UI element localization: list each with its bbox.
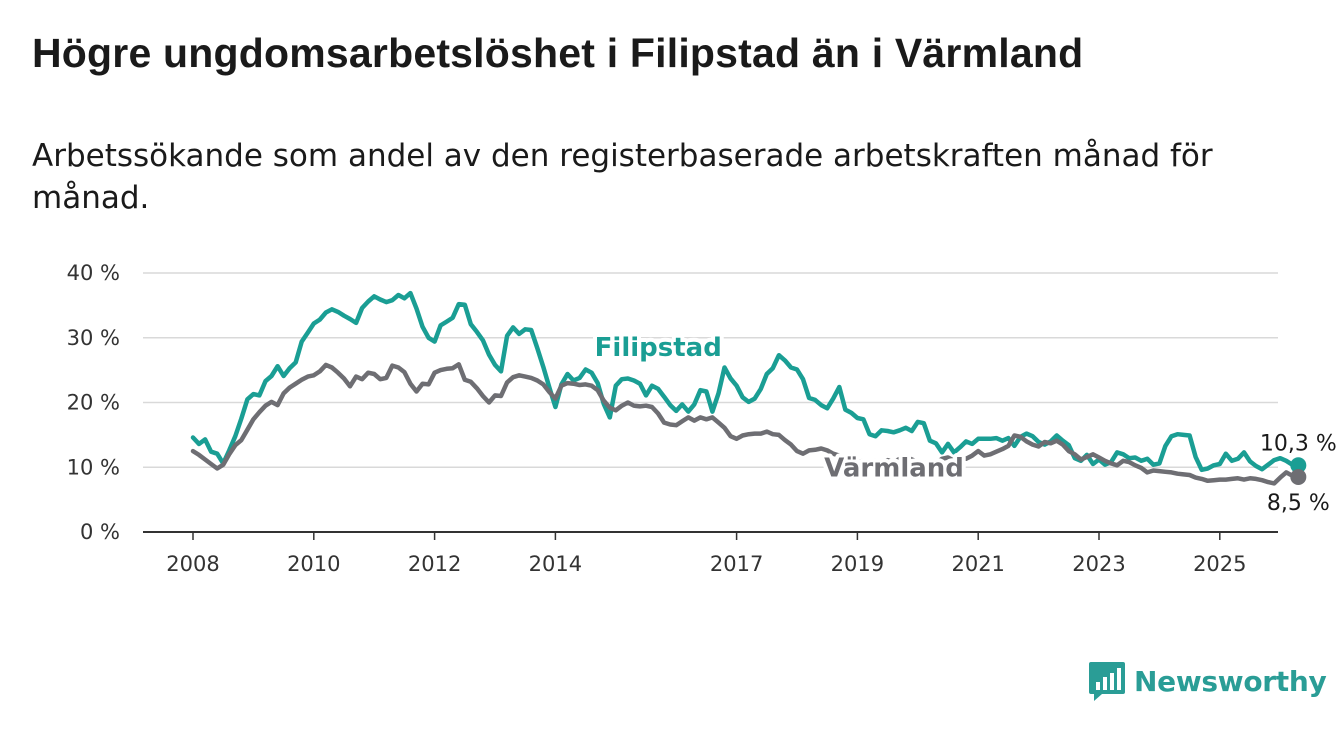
y-tick-label: 0 % xyxy=(80,520,120,544)
series-label-halo: Filipstad xyxy=(595,333,722,363)
x-tick-label: 2023 xyxy=(1072,552,1125,576)
series-lines xyxy=(190,290,1307,486)
x-tick-label: 2012 xyxy=(408,552,461,576)
chart-subtitle: Arbetssökande som andel av den registerb… xyxy=(32,138,1213,216)
y-tick-label: 20 % xyxy=(67,391,120,415)
y-tick-label: 40 % xyxy=(67,261,120,285)
bar-chart-logo-icon xyxy=(1089,662,1125,701)
series-line-filipstad xyxy=(190,290,1301,473)
chart-title: Högre ungdomsarbetslöshet i Filipstad än… xyxy=(32,30,1084,76)
newsworthy-logo[interactable]: Newsworthy xyxy=(1088,660,1327,702)
end-point xyxy=(1290,468,1307,485)
series-label-värmland: Värmland xyxy=(824,453,964,483)
x-tick-label: 2019 xyxy=(831,552,884,576)
x-tick-label: 2014 xyxy=(529,552,582,576)
grid-lines xyxy=(143,272,1278,468)
end-value-label: 8,5 % xyxy=(1267,491,1330,516)
x-tick-label: 2008 xyxy=(166,552,219,576)
x-tick-label: 2017 xyxy=(710,552,763,576)
y-tick-label: 10 % xyxy=(67,455,120,479)
y-tick-label: 30 % xyxy=(67,326,120,350)
y-axis: 0 % 10 % 20 % 30 % 40 % xyxy=(67,261,120,544)
end-value-label: 10,3 % xyxy=(1260,431,1337,456)
series-label-halo: Värmland xyxy=(824,453,964,483)
x-tick-label: 2010 xyxy=(287,552,340,576)
x-tick-label: 2021 xyxy=(951,552,1004,576)
series-label-filipstad: Filipstad xyxy=(595,333,722,363)
series-line-värmland xyxy=(190,362,1301,486)
x-tick-label: 2025 xyxy=(1193,552,1246,576)
x-axis: 2008 2010 2012 2014 2017 2019 2021 2023 2025 xyxy=(143,531,1278,576)
brand-name: Newsworthy xyxy=(1134,664,1327,698)
series-labels: 10,3 %8,5 %FilipstadFilipstadVärmlandVär… xyxy=(591,329,1337,516)
end-point xyxy=(1290,457,1307,474)
